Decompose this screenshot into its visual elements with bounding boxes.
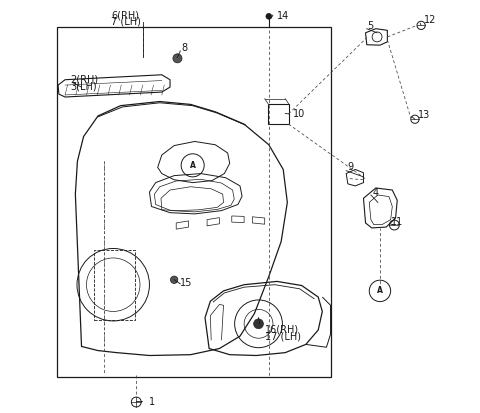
Text: 8: 8 [181,43,188,53]
Text: 12: 12 [423,15,436,26]
Text: 14: 14 [277,11,289,21]
Circle shape [170,276,178,283]
Bar [94,250,135,320]
Text: 6(RH): 6(RH) [111,10,140,20]
Text: 11: 11 [391,217,403,227]
Text: 17 (LH): 17 (LH) [264,331,300,341]
Text: 3(LH): 3(LH) [71,81,97,91]
Text: 13: 13 [418,110,430,120]
Bar [268,104,288,124]
Text: 4: 4 [372,188,379,198]
Bar [57,27,331,377]
Text: A: A [190,161,196,170]
Text: 2(RH): 2(RH) [71,75,98,85]
Text: 1: 1 [149,397,155,407]
Text: 15: 15 [180,278,192,287]
Circle shape [253,319,264,329]
Text: 16(RH): 16(RH) [264,325,299,335]
Text: 5: 5 [367,21,373,31]
Text: A: A [377,286,383,295]
Circle shape [266,14,272,19]
Text: 10: 10 [293,109,305,119]
Text: 7 (LH): 7 (LH) [110,16,141,26]
Text: 9: 9 [348,162,354,172]
Circle shape [173,54,182,63]
